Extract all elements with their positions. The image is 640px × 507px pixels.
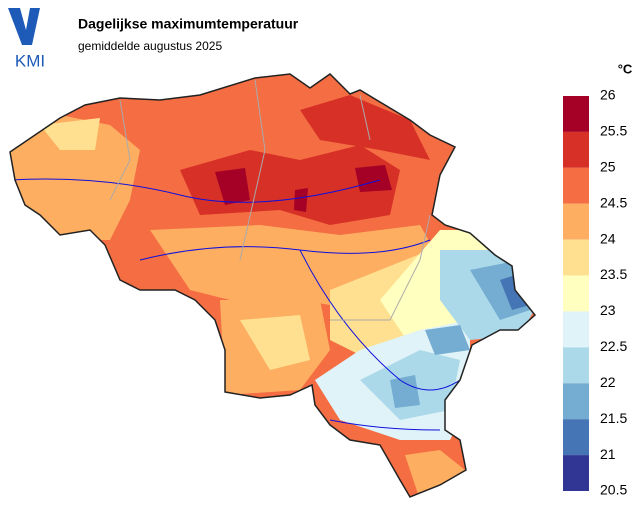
region	[215, 168, 250, 205]
legend-tick-label: 21.5	[600, 410, 627, 426]
legend: °C 26 25.5 25 24.5 24 23.5 23 22.5 22 21.5 21 20.5	[563, 61, 633, 498]
legend-swatch	[563, 455, 589, 491]
region	[405, 450, 465, 497]
legend-swatch	[563, 419, 589, 456]
region	[180, 145, 400, 225]
region	[355, 165, 392, 192]
region	[300, 95, 430, 160]
legend-tick-label: 22.5	[600, 338, 627, 354]
legend-tick-label: 23.5	[600, 266, 627, 282]
legend-swatch	[563, 96, 589, 132]
legend-swatch	[563, 167, 589, 204]
region	[294, 188, 308, 212]
region	[40, 118, 100, 150]
legend-swatch	[563, 311, 589, 348]
legend-tick-label: 26	[600, 87, 616, 103]
legend-swatch	[563, 203, 589, 240]
legend-swatch	[563, 239, 589, 276]
legend-tick-label: 25.5	[600, 123, 627, 139]
subtitle: gemiddelde augustus 2025	[78, 39, 222, 53]
title: Dagelijkse maximumtemperatuur	[78, 16, 299, 32]
province-border	[109, 79, 431, 321]
region	[390, 375, 420, 408]
region	[10, 115, 140, 240]
legend-tick-label: 21	[600, 446, 616, 462]
legend-swatch	[563, 275, 589, 312]
logo: KMI	[8, 8, 45, 70]
legend-tick-label: 20.5	[600, 482, 627, 498]
logo-text: KMI	[15, 51, 45, 70]
legend-tick-label: 22	[600, 374, 616, 390]
legend-tick-label: 25	[600, 159, 616, 175]
map	[10, 74, 535, 497]
legend-tick-label: 24	[600, 230, 616, 246]
region	[500, 275, 530, 310]
river	[10, 178, 461, 431]
region	[425, 325, 470, 355]
legend-swatch	[563, 383, 589, 420]
legend-swatch	[563, 347, 589, 384]
logo-mark	[8, 8, 40, 45]
legend-swatch	[563, 131, 589, 168]
legend-tick-label: 24.5	[600, 194, 627, 210]
region	[240, 315, 310, 370]
legend-unit: °C	[618, 61, 633, 76]
legend-tick-label: 23	[600, 302, 616, 318]
